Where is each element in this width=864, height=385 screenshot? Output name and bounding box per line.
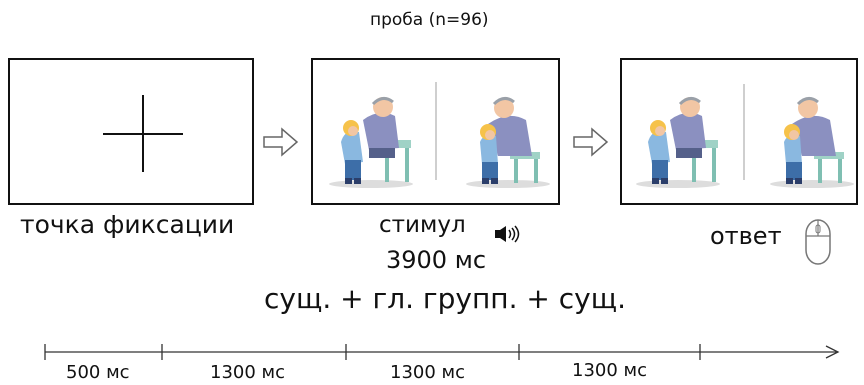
timeline-segment-label: 1300 мс xyxy=(572,360,648,381)
screen-divider xyxy=(743,84,745,180)
grandfather-child-picture xyxy=(466,97,550,188)
fixation-label: точка фиксации xyxy=(20,210,235,239)
sentence-structure: сущ. + гл. групп. + сущ. xyxy=(264,282,626,315)
computer-mouse-icon xyxy=(805,219,831,265)
hollow-right-arrow-icon xyxy=(263,127,299,157)
timeline-segment-label: 1300 мс xyxy=(390,362,466,383)
fixation-screen xyxy=(8,58,254,205)
grandfather-child-picture xyxy=(329,97,413,188)
trial-label: проба (n=96) xyxy=(370,10,489,30)
timeline-segment-label: 500 мс xyxy=(66,362,130,383)
stimulus-duration: 3900 мс xyxy=(386,246,487,274)
fixation-cross-icon xyxy=(103,95,183,172)
timeline-axis xyxy=(44,344,840,360)
grandfather-child-picture xyxy=(636,97,720,188)
timeline-segment-label: 1300 мс xyxy=(210,362,286,383)
response-screen xyxy=(620,58,858,205)
grandfather-child-picture xyxy=(770,97,854,188)
screen-divider xyxy=(435,82,437,180)
stimulus-screen xyxy=(311,58,560,205)
stimulus-label: стимул xyxy=(379,212,466,238)
speaker-icon xyxy=(495,225,520,243)
hollow-right-arrow-icon xyxy=(573,127,609,157)
response-label: ответ xyxy=(710,222,782,250)
